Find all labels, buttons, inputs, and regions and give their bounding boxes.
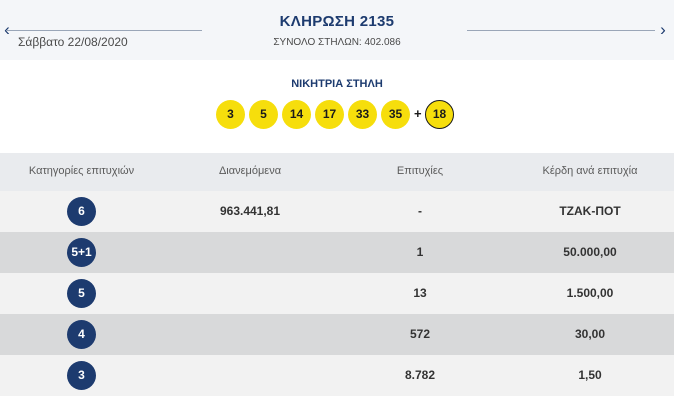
draw-header: ‹ Σάββατο 22/08/2020 ΚΛΗΡΩΣΗ 2135 ΣΥΝΟΛΟ… <box>0 0 674 60</box>
divider-right <box>467 30 655 31</box>
prize-table-header: Κατηγορίες επιτυχιών Διανεμόμενα Επιτυχί… <box>0 153 674 191</box>
table-row: 4 572 30,00 <box>0 314 674 355</box>
winners-count: - <box>418 204 422 218</box>
plus-sign: + <box>414 106 422 121</box>
number-ball: 35 <box>381 100 410 129</box>
prize-amount: 30,00 <box>574 327 606 341</box>
prize-amount: 1.500,00 <box>566 286 614 300</box>
header-prize-per-winner: Κέρδη ανά επιτυχία <box>542 165 638 177</box>
number-ball: 14 <box>282 100 311 129</box>
winners-count: 1 <box>416 245 424 259</box>
number-ball: 17 <box>315 100 344 129</box>
category-badge: 5 <box>67 279 96 308</box>
draw-title: ΚΛΗΡΩΣΗ 2135 <box>279 13 395 30</box>
header-winners: Επιτυχίες <box>396 165 444 177</box>
header-distributed: Διανεμόμενα <box>218 165 282 177</box>
prize-amount: 50.000,00 <box>563 245 617 259</box>
number-ball: 33 <box>348 100 377 129</box>
prize-amount: 1,50 <box>578 368 602 382</box>
category-badge: 6 <box>67 197 96 226</box>
category-badge: 4 <box>67 320 96 349</box>
table-row: 6 963.441,81 - ΤΖΑΚ-ΠΟΤ <box>0 191 674 232</box>
table-row: 5 13 1.500,00 <box>0 273 674 314</box>
winning-column-title: ΝΙΚΗΤΡΙΑ ΣΤΗΛΗ <box>291 78 383 90</box>
divider-left <box>6 30 202 31</box>
bonus-ball: 18 <box>425 100 454 129</box>
winners-count: 572 <box>409 327 431 341</box>
category-badge: 3 <box>67 361 96 390</box>
chevron-right-icon[interactable]: › <box>660 20 666 39</box>
total-columns: ΣΥΝΟΛΟ ΣΤΗΛΩΝ: 402.086 <box>273 37 401 48</box>
table-row: 3 8.782 1,50 <box>0 355 674 396</box>
category-badge: 5+1 <box>67 238 96 267</box>
table-row: 5+1 1 50.000,00 <box>0 232 674 273</box>
prize-amount: ΤΖΑΚ-ΠΟΤ <box>559 204 621 218</box>
header-categories: Κατηγορίες επιτυχιών <box>28 165 135 177</box>
winners-count: 8.782 <box>404 368 436 382</box>
number-ball: 5 <box>249 100 278 129</box>
draw-date: Σάββατο 22/08/2020 <box>18 35 128 49</box>
chevron-left-icon[interactable]: ‹ <box>0 20 14 40</box>
number-ball: 3 <box>216 100 245 129</box>
winners-count: 13 <box>413 286 427 300</box>
distributed-amount: 963.441,81 <box>219 204 281 218</box>
